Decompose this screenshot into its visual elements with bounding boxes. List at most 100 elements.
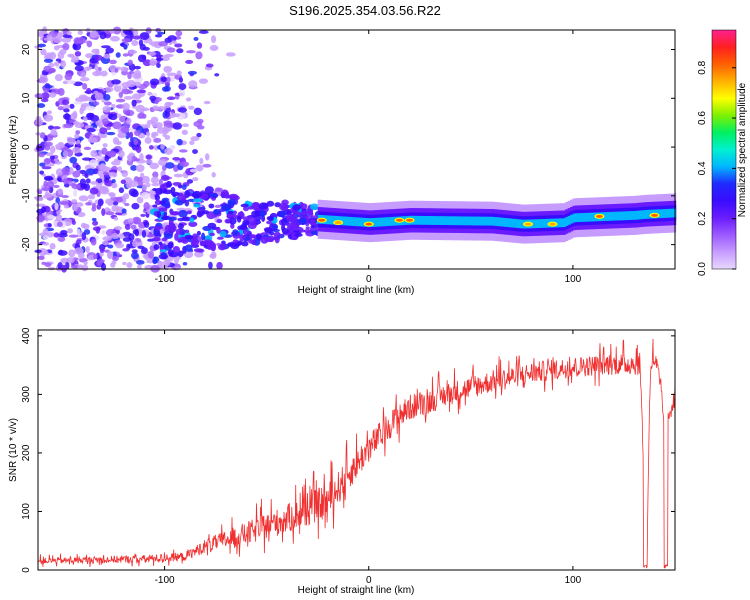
spectrogram-point bbox=[36, 255, 45, 260]
spectrogram-point bbox=[191, 238, 196, 245]
spectrogram-cell bbox=[518, 219, 522, 229]
spectrogram-hotspot-core bbox=[549, 222, 556, 226]
spectrogram-point bbox=[177, 210, 188, 218]
spectrogram-cell bbox=[442, 216, 446, 226]
spectrogram-point bbox=[156, 62, 161, 69]
spectrogram-point bbox=[214, 73, 220, 77]
spectrogram-point bbox=[98, 251, 104, 257]
spectrogram-point bbox=[72, 147, 81, 154]
spectrogram-point bbox=[225, 52, 236, 57]
spectrogram-cell bbox=[606, 212, 611, 221]
spectrogram-point bbox=[157, 158, 168, 166]
spectrogram-point bbox=[209, 232, 215, 237]
spectrogram-point bbox=[172, 245, 181, 254]
spectrogram-point bbox=[266, 200, 275, 207]
spectrogram-point bbox=[82, 116, 88, 122]
spectrogram-point bbox=[183, 250, 194, 259]
spectrogram-point bbox=[85, 202, 92, 206]
spectrogram-point bbox=[145, 159, 153, 164]
spectrogram-x-tick-label: 0 bbox=[366, 274, 372, 285]
spectrogram-point bbox=[70, 59, 79, 63]
spectrogram-point bbox=[184, 234, 194, 240]
spectrogram-point bbox=[264, 227, 274, 234]
spectrogram-point bbox=[111, 160, 121, 166]
spectrogram-point bbox=[133, 158, 141, 162]
spectrogram-cell bbox=[447, 216, 451, 226]
spectrogram-point bbox=[150, 116, 159, 124]
spectrogram-point bbox=[151, 182, 161, 187]
spectrogram-cell bbox=[388, 217, 392, 226]
spectrogram-cell bbox=[589, 212, 593, 222]
spectrogram-point bbox=[164, 147, 173, 155]
spectrogram-point bbox=[63, 123, 74, 129]
spectrogram-point bbox=[72, 170, 81, 178]
colorbar-ticks: 0.0 0.2 0.4 0.6 0.8 bbox=[697, 60, 736, 276]
spectrogram-point bbox=[153, 137, 162, 143]
spectrogram-point bbox=[150, 176, 159, 184]
spectrogram-point bbox=[174, 199, 184, 206]
spectrogram-point bbox=[67, 80, 76, 85]
spectrogram-point bbox=[34, 93, 44, 99]
spectrogram-point bbox=[290, 223, 299, 229]
spectrogram-point bbox=[121, 88, 131, 95]
snr-x-tick-label: 100 bbox=[565, 575, 582, 586]
spectrogram-point bbox=[57, 188, 64, 195]
spectrogram-point bbox=[162, 189, 173, 195]
spectrogram-point bbox=[103, 53, 111, 59]
spectrogram-point bbox=[41, 206, 47, 213]
spectrogram-point bbox=[172, 122, 183, 130]
spectrogram-cell bbox=[427, 216, 432, 225]
spectrogram-y-ticks: -20 -10 0 10 20 bbox=[21, 44, 675, 252]
spectrogram-point bbox=[44, 176, 54, 181]
spectrogram-point bbox=[252, 202, 260, 207]
spectrogram-point bbox=[137, 112, 145, 119]
spectrogram-point bbox=[94, 64, 99, 71]
spectrogram-cell bbox=[648, 209, 652, 219]
spectrogram-point bbox=[40, 48, 47, 56]
spectrogram-point bbox=[160, 252, 167, 256]
spectrogram-point bbox=[189, 140, 195, 146]
spectrogram-point bbox=[164, 233, 173, 239]
spectrogram-point bbox=[273, 231, 281, 239]
spectrogram-point bbox=[203, 100, 211, 105]
spectrogram-point bbox=[49, 145, 56, 154]
spectrogram-cell bbox=[479, 216, 483, 226]
spectrogram-point bbox=[294, 233, 303, 237]
spectrogram-point bbox=[43, 58, 54, 63]
spectrogram-point bbox=[209, 44, 219, 52]
spectrogram-cell bbox=[508, 218, 513, 228]
spectrogram-point bbox=[164, 37, 173, 43]
spectrogram-point bbox=[46, 152, 53, 157]
spectrogram-cell bbox=[587, 212, 591, 222]
spectrogram-point bbox=[196, 211, 203, 218]
spectrogram-hotspot-core bbox=[595, 214, 603, 218]
spectrogram-point bbox=[101, 186, 109, 192]
spectrogram-point bbox=[105, 198, 114, 205]
spectrogram-point bbox=[39, 132, 46, 139]
spectrogram-point bbox=[216, 261, 223, 270]
spectrogram-point bbox=[99, 31, 107, 40]
spectrogram-point bbox=[36, 143, 43, 152]
spectrogram-cell bbox=[579, 213, 584, 222]
spectrogram-cell bbox=[567, 215, 571, 225]
spectrogram-point bbox=[176, 138, 183, 146]
spectrogram-point bbox=[155, 122, 163, 129]
spectrogram-point bbox=[147, 91, 153, 96]
snr-y-ticks: 0 100 200 300 400 bbox=[21, 327, 675, 573]
spectrogram-point bbox=[121, 82, 130, 89]
spectrogram-point bbox=[242, 228, 249, 235]
spectrogram-point bbox=[46, 181, 54, 188]
spectrogram-point bbox=[158, 41, 169, 47]
spectrogram-cell bbox=[486, 216, 490, 226]
spectrogram-point bbox=[141, 247, 148, 254]
spectrogram-point bbox=[145, 234, 155, 238]
spectrogram-cell bbox=[535, 219, 539, 229]
spectrogram-point bbox=[199, 157, 204, 165]
spectrogram-point bbox=[111, 103, 116, 109]
spectrogram-point bbox=[186, 179, 194, 184]
spectrogram-point bbox=[266, 216, 273, 221]
spectrogram-cell bbox=[555, 218, 559, 228]
spectrogram-point bbox=[174, 43, 183, 48]
spectrogram-point bbox=[196, 132, 202, 138]
spectrogram-cell bbox=[489, 216, 493, 226]
